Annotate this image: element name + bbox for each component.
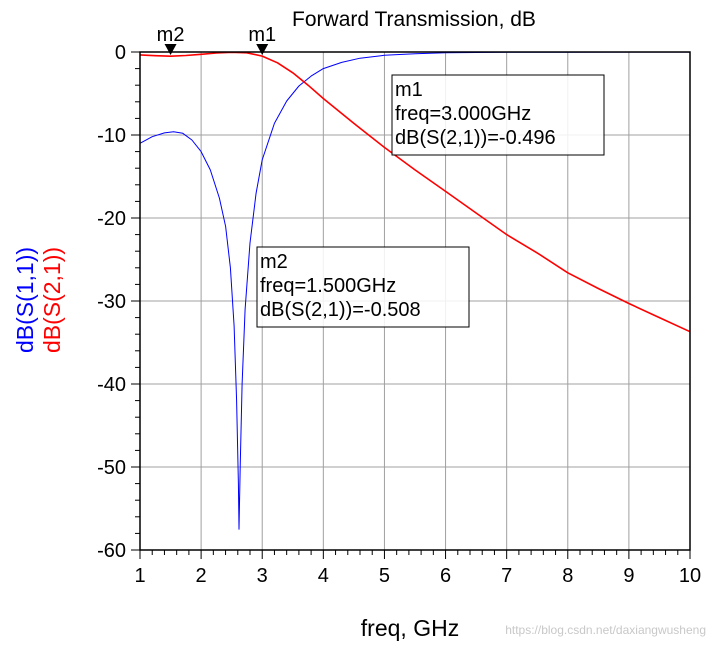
plot-frame [139,51,691,551]
m1-readout-line: dB(S(2,1))=-0.496 [395,127,556,149]
m2-readout-line: dB(S(2,1))=-0.508 [260,299,421,321]
y-tick-labels: 0 -10 -20 -30 -40 -50 -60 [97,42,140,562]
y-axis-label-s21: dB(S(2,1)) [39,247,65,353]
y-tick-label: -30 [97,291,126,313]
x-tick-label: 4 [318,565,329,587]
series-lines [139,51,691,530]
watermark: https://blog.csdn.net/daxiangwusheng [505,623,706,637]
x-tick-label: 1 [134,565,145,587]
series-line-s21 [139,51,691,333]
m1-readout-box [391,74,605,156]
markers: m1m1freq=3.000GHzdB(S(2,1))=-0.496m2m2fr… [157,24,605,328]
y-tick-label: -20 [97,208,126,230]
m1-readout-line: freq=3.000GHz [395,103,531,125]
m2-readout-line: m2 [260,251,288,273]
x-tick-label: 8 [562,565,573,587]
m1-readout-line: m1 [395,79,423,101]
m2-readout-box [256,246,470,328]
y-tick-label: -10 [97,125,126,147]
x-axis-label: freq, GHz [361,615,459,641]
y-tick-label: -60 [97,540,126,562]
y-tick-label: -40 [97,374,126,396]
y-tick-label: -50 [97,457,126,479]
x-tick-label: 7 [501,565,512,587]
x-tick-label: 5 [379,565,390,587]
chart-title: Forward Transmission, dB [292,8,536,31]
m2-readout-line: freq=1.500GHz [260,275,396,297]
m2-marker-icon [164,44,177,55]
x-tick-label: 9 [623,565,634,587]
x-tick-labels: 1 2 3 4 5 6 7 8 9 10 [134,550,701,587]
x-tick-label: 2 [196,565,207,587]
y-axis-label-s11: dB(S(1,1)) [12,247,38,353]
x-tick-label: 6 [440,565,451,587]
x-tick-label: 3 [257,565,268,587]
x-tick-label: 10 [679,565,701,587]
m1-marker-icon [256,44,269,55]
series-line-s11 [139,51,690,530]
m1-marker-label: m1 [248,24,276,46]
m2-marker-label: m2 [157,24,185,46]
y-tick-label: 0 [115,42,126,64]
